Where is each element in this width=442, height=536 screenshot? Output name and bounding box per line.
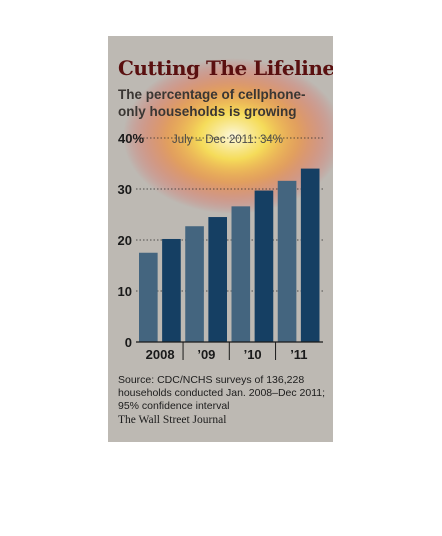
bar xyxy=(231,206,251,342)
y-tick-label: 10 xyxy=(118,284,132,299)
annotation-label: July – Dec 2011: 34% xyxy=(172,134,283,146)
bar xyxy=(300,168,320,342)
bar xyxy=(277,180,297,342)
x-tick-label: ’10 xyxy=(244,347,262,362)
source-note: Source: CDC/NCHS surveys of 136,228 hous… xyxy=(118,374,326,412)
chart-title: Cutting The Lifeline xyxy=(118,56,333,80)
x-tick-label: ’09 xyxy=(197,347,215,362)
bar xyxy=(208,217,227,342)
chart-subtitle: The percentage of cellphone-only househo… xyxy=(118,87,306,119)
chart-card: Cutting The Lifeline The percentage of c… xyxy=(108,36,333,442)
bar xyxy=(254,190,274,342)
x-tick-label: ’11 xyxy=(290,347,307,362)
y-tick-label: 20 xyxy=(118,233,132,248)
bar xyxy=(139,252,158,342)
y-tick-label: 30 xyxy=(118,182,132,197)
y-tick-label: 0 xyxy=(125,335,132,350)
y-tick-label: 40% xyxy=(118,131,144,146)
credit-line: The Wall Street Journal xyxy=(118,414,227,426)
bar-chart: 0 10 20 30 40% July – Dec 2011: 34% 2008 ’09 ’10… xyxy=(118,131,323,362)
x-tick-label: 2008 xyxy=(146,347,175,362)
bar xyxy=(162,238,181,342)
bar xyxy=(185,226,204,342)
